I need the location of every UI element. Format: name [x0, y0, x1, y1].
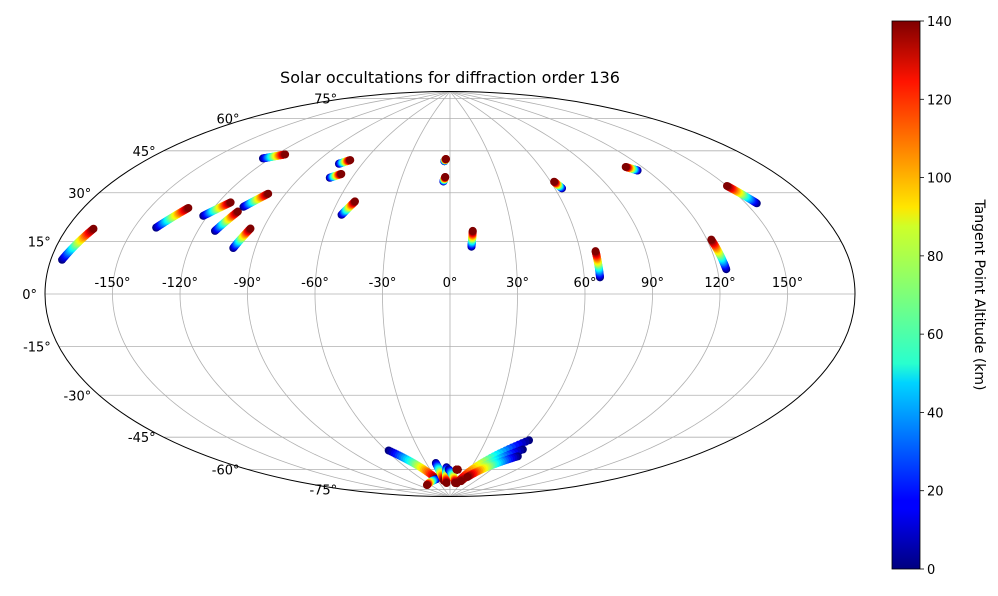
longitude-tick-label: 60° — [573, 276, 596, 291]
occultation-point — [246, 224, 255, 233]
occultation-point — [264, 189, 273, 198]
colorbar-ticks: 0 20 40 60 80 100 120 140 — [920, 15, 952, 578]
meridian-line — [112, 91, 451, 497]
occultation-point — [591, 247, 600, 256]
occultation-point — [621, 162, 630, 171]
meridian-line — [247, 91, 451, 497]
colorbar-label: Tangent Point Altitude (km) — [971, 198, 987, 390]
meridian-line — [449, 91, 518, 497]
occultation-point — [281, 150, 290, 159]
latitude-tick-label: 45° — [133, 145, 156, 160]
occultation-point — [441, 154, 450, 163]
occultation-point — [350, 197, 359, 206]
longitude-tick-label: -60° — [301, 276, 329, 291]
occultation-point — [550, 177, 559, 186]
latitude-tick-label: 60° — [216, 113, 239, 128]
colorbar-gradient — [891, 20, 921, 570]
occultation-point — [422, 481, 431, 490]
longitude-tick-label: -30° — [369, 276, 397, 291]
colorbar-tick-label: 20 — [927, 485, 944, 500]
meridian-line — [314, 91, 451, 497]
occultation-point — [453, 465, 462, 474]
map-boundary — [44, 91, 856, 497]
occultation-point — [233, 207, 242, 216]
colorbar-tick-label: 120 — [927, 93, 952, 108]
meridian-line — [179, 91, 451, 497]
latitude-tick-label: -45° — [128, 431, 156, 446]
occultation-point — [463, 472, 472, 481]
occultation-point — [707, 235, 716, 244]
latitude-tick-label: 0° — [22, 288, 37, 303]
longitude-tick-label: -90° — [234, 276, 262, 291]
occultation-point — [442, 479, 451, 488]
colorbar-tick-label: 60 — [927, 328, 944, 343]
latitude-tick-label: -15° — [23, 340, 51, 355]
occultation-point — [89, 224, 98, 233]
occultation-point — [226, 198, 235, 207]
longitude-tick-label: 120° — [704, 276, 735, 291]
occultation-point — [457, 477, 466, 486]
meridian-line — [449, 91, 586, 497]
occultation-point — [468, 226, 477, 235]
meridian-line — [382, 91, 451, 497]
longitude-tick-label: 150° — [772, 276, 803, 291]
colorbar-tick-label: 100 — [927, 172, 952, 187]
colorbar: 0 20 40 60 80 100 120 140 Tangent Point Altitud… — [891, 15, 987, 578]
latitude-tick-label: 30° — [68, 187, 91, 202]
meridian-line — [449, 91, 788, 497]
longitude-tick-label: 0° — [443, 276, 458, 291]
latitude-tick-label: 15° — [28, 236, 51, 251]
occultation-point — [441, 172, 450, 181]
longitude-tick-label: -150° — [94, 276, 130, 291]
colorbar-tick-label: 140 — [927, 15, 952, 30]
longitude-tick-labels: -150° -120° -90° -60° -30° 0° 30° 60° 90° 120° 150… — [94, 276, 803, 291]
colorbar-tick-label: 0 — [927, 563, 935, 578]
longitude-tick-label: -120° — [162, 276, 198, 291]
meridian-line — [449, 91, 653, 497]
colorbar-tick-label: 40 — [927, 406, 944, 421]
graticule — [45, 91, 855, 497]
colorbar-tick-label: 80 — [927, 250, 944, 265]
occultation-point — [337, 169, 346, 178]
meridian-line — [449, 91, 721, 497]
latitude-tick-labels: 75°60°45°30°15°0°-15°-30°-45°-60°-75° — [22, 92, 337, 498]
latitude-tick-label: -30° — [64, 389, 92, 404]
chart-title: Solar occultations for diffraction order… — [280, 68, 620, 87]
longitude-tick-label: 90° — [641, 276, 664, 291]
occultation-points — [58, 150, 761, 490]
latitude-tick-label: 75° — [314, 92, 337, 107]
occultation-point — [346, 156, 355, 165]
occultation-point — [184, 203, 193, 212]
longitude-tick-label: 30° — [506, 276, 529, 291]
latitude-tick-label: -60° — [212, 463, 240, 478]
occultation-point — [723, 181, 731, 190]
